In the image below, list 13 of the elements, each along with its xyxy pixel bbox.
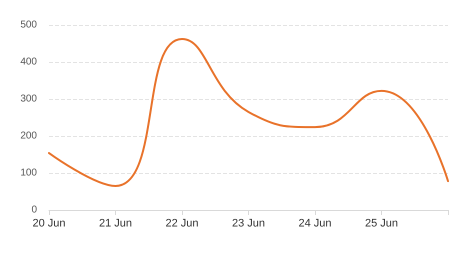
y-tick-label: 100 <box>20 168 38 178</box>
x-tick-label: 20 Jun <box>32 218 66 230</box>
x-tick-label: 23 Jun <box>232 218 266 230</box>
x-tick-label: 21 Jun <box>98 218 132 230</box>
y-tick-label: 200 <box>20 130 38 142</box>
line-series <box>48 38 449 187</box>
x-tick-label: 24 Jun <box>298 218 332 230</box>
x-tick-label: 22 Jun <box>165 218 199 230</box>
y-tick-label: 0 <box>31 204 38 216</box>
y-tick-label: 400 <box>20 56 38 68</box>
y-tick-label: 300 <box>20 94 38 104</box>
y-tick-label: 500 <box>20 20 38 30</box>
x-tick-label: 25 Jun <box>364 218 398 230</box>
